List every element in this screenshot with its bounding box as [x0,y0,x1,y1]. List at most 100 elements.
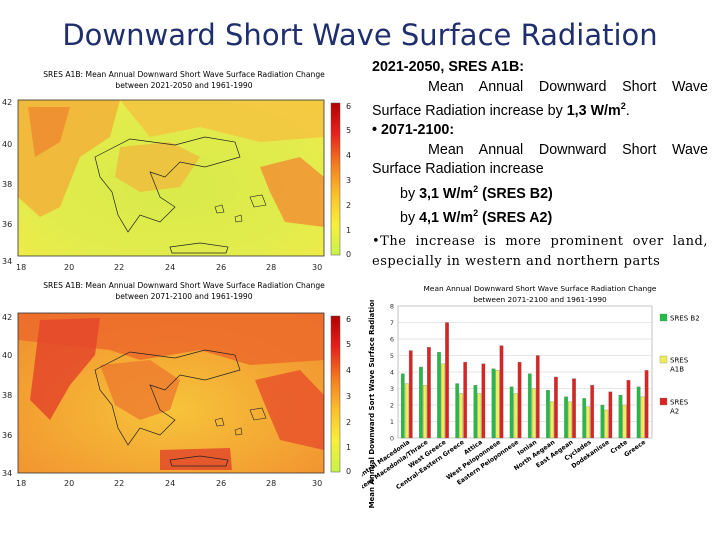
map-bottom-cbar-tick: 3 [346,392,351,401]
map-top-2021-2050: 6 5 4 3 2 1 0 42 40 38 36 34 18 20 22 24… [2,98,351,272]
map-top-lat-tick: 34 [2,257,12,266]
bar-sres-a1b [423,385,427,439]
map-bottom-caption-line1: SRES A1B: Mean Annual Downward Short Wav… [43,281,325,290]
bar-chart-title: Mean Annual Downward Short Wave Surface … [392,283,688,305]
map-bottom-2071-2100: 6 5 4 3 2 1 0 42 40 38 36 34 18 20 22 24… [2,312,351,488]
map-top-lon-tick: 20 [64,263,74,272]
map-bottom-lon-tick: 28 [266,479,276,488]
map-bottom-lat-tick: 34 [2,469,12,478]
y-tick-label: 7 [390,319,394,327]
bar-sres-a1b [550,401,554,439]
map-top-caption-line2: between 2021-2050 and 1961-1990 [115,81,253,90]
slide-title: Downward Short Wave Surface Radiation [62,18,658,52]
map-top-lat-tick: 36 [2,220,12,229]
bar-sres-b2 [564,396,568,439]
p1-line1: Mean Annual Downward Short Wave [428,78,708,95]
map-top-caption: SRES A1B: Mean Annual Downward Short Wav… [14,69,354,91]
bar-sres-a2 [445,322,449,439]
map-top-lat-tick: 38 [2,180,12,189]
bar-sres-a2 [572,378,576,439]
map-top-cbar-tick: 2 [346,201,351,210]
p3-line1: •The increase is more prominent over lan… [372,234,708,250]
y-tick-label: 3 [390,385,394,393]
map-bottom-lon-tick: 22 [114,479,124,488]
p2-line2: Surface Radiation increase [372,161,544,178]
map-top-colorbar [330,102,341,256]
bar-sres-a2 [608,391,613,439]
bar-sres-b2 [546,390,550,439]
bar-sres-a2 [554,376,558,439]
bar-sres-b2 [437,352,441,439]
bar-sres-a2 [499,345,504,439]
bar-sres-a1b [586,406,591,439]
map-bottom-cbar-tick: 2 [346,418,351,427]
map-bottom-lat-tick: 40 [2,351,12,360]
y-tick-label: 2 [390,402,394,410]
bar-sres-a1b [531,388,536,439]
map-top-cbar-tick: 4 [346,151,351,160]
bar-chart-title-line2: between 2071-2100 and 1961-1990 [473,295,607,304]
map-top-lat-tick: 40 [2,140,12,149]
bar-sres-a2 [463,361,468,439]
map-bottom-lon-tick: 24 [165,479,175,488]
map-top-lon-tick: 30 [312,263,322,272]
map-top-lon-tick: 22 [114,263,124,272]
map-bottom-colorbar [330,315,341,473]
map-top-caption-line1: SRES A1B: Mean Annual Downward Short Wav… [43,70,325,79]
map-bottom-lat-tick: 38 [2,391,12,400]
map-top-lon-tick: 24 [165,263,175,272]
bar-sres-a1b [459,393,464,439]
bar-sres-b2 [509,386,514,439]
bar-sres-a1b [477,393,482,439]
bar-sres-b2 [600,404,605,439]
map-top-lon-tick: 26 [216,263,226,272]
map-bottom-cbar-tick: 5 [346,340,351,349]
greece-outline-top [94,136,241,233]
y-tick-label: 6 [390,336,394,344]
bar-sres-b2 [455,383,460,439]
p2-b2: by 3,1 W/m2 (SRES B2) [400,183,553,202]
bar-sres-a2 [427,347,431,439]
bar-sres-b2 [473,385,478,439]
bar-sres-a1b [495,370,500,439]
map-top-lon-tick: 18 [16,263,26,272]
map-top-lat-tick: 42 [2,98,12,107]
bar-chart-title-line1: Mean Annual Downward Short Wave Surface … [423,284,657,293]
y-axis-label: Mean Annual Downward Sort Wave Surface R… [368,300,376,508]
findings-text: 2021-2050, SRES A1B: Mean Annual Downwar… [372,58,708,271]
map-bottom-lon-tick: 26 [216,479,226,488]
map-top-cbar-tick: 6 [346,102,351,111]
map-bottom-lon-tick: 30 [312,479,322,488]
legend-label: A2 [670,408,679,416]
map-top-cbar-tick: 3 [346,176,351,185]
map-top-lon-tick: 28 [266,263,276,272]
legend-label: SRES B2 [670,315,700,323]
bar-sres-a2 [481,363,486,439]
y-tick-label: 8 [390,303,394,311]
bar-sres-a1b [513,393,518,439]
map-bottom-lat-tick: 36 [2,431,12,440]
bar-sres-a2 [535,355,540,439]
legend-label: A1B [670,366,684,374]
bar-sres-a1b [640,396,645,439]
bar-sres-b2 [582,398,587,439]
bar-sres-b2 [618,394,623,439]
p2-heading: • 2071-2100: [372,122,455,139]
bar-sres-a1b [604,409,609,439]
bar-sres-b2 [400,373,405,439]
legend-swatch [659,397,668,406]
map-bottom-cbar-tick: 4 [346,366,351,375]
bar-sres-a2 [408,350,413,439]
map-top-cbar-tick: 1 [346,226,351,235]
map-top-cbar-tick: 5 [346,126,351,135]
bar-sres-a2 [644,370,649,439]
y-tick-label: 5 [390,352,394,360]
map-bottom-caption: SRES A1B: Mean Annual Downward Short Wav… [14,280,354,302]
map-bottom-caption-line2: between 2071-2100 and 1961-1990 [115,292,253,301]
p3-line2: especially in western and northern parts [372,253,661,269]
p1-line2: Surface Radiation increase by 1,3 W/m2. [372,101,630,119]
greece-outline-bottom [94,349,241,446]
map-bottom-cbar-tick: 0 [346,467,351,476]
map-bottom-lon-tick: 20 [64,479,74,488]
p2-line1: Mean Annual Downward Short Wave [428,141,708,158]
